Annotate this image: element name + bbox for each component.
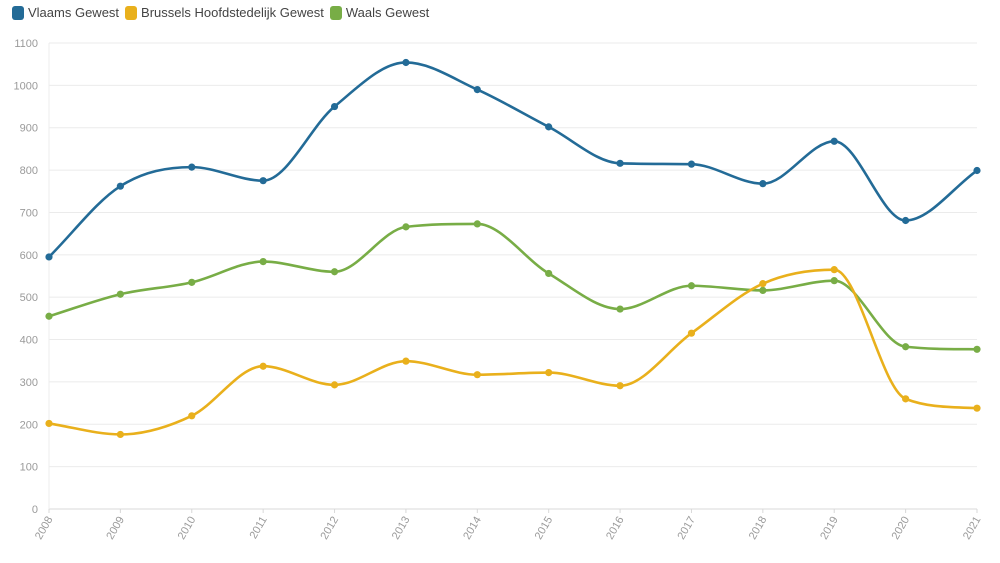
data-point-s1-2015 (545, 368, 553, 377)
data-point-s2-2010 (188, 278, 196, 286)
legend-swatch-brussels (125, 5, 138, 20)
data-point-s2-2009 (116, 290, 124, 298)
data-point-s1-2011 (259, 362, 267, 370)
x-tick-label: 2021 (961, 515, 984, 542)
series-line-2 (47, 222, 979, 351)
y-tick-label: 200 (20, 419, 38, 431)
x-tick-label: 2013 (390, 515, 413, 542)
data-point-s1-2021 (973, 404, 981, 412)
legend-swatch-vlaams (12, 5, 24, 20)
x-tick-label: 2012 (319, 515, 342, 542)
data-point-s2-2014 (473, 220, 481, 228)
data-point-s0-2020 (902, 216, 910, 225)
y-tick-label: 300 (20, 377, 38, 389)
y-tick-label: 800 (20, 165, 38, 177)
x-tick-label: 2009 (104, 515, 127, 542)
y-tick-label: 0 (32, 504, 38, 516)
y-tick-label: 500 (20, 292, 38, 304)
y-tick-label: 100 (20, 462, 38, 474)
data-point-s0-2011 (259, 177, 267, 185)
data-point-s2-2011 (259, 257, 267, 266)
series-line-0 (47, 61, 979, 259)
data-point-s0-2017 (687, 160, 696, 168)
y-tick-label: 1100 (14, 38, 38, 50)
y-tick-label: 400 (20, 335, 38, 347)
x-tick-label: 2010 (176, 515, 199, 542)
y-tick-label: 1000 (14, 80, 38, 92)
y-tick-label: 700 (20, 207, 38, 219)
data-point-s2-2021 (973, 345, 981, 353)
x-tick-label: 2020 (890, 515, 913, 542)
data-point-s0-2014 (473, 86, 481, 94)
legend-item-brussels[interactable]: Brussels Hoofdstedelijk Gewest (125, 5, 324, 20)
legend: Vlaams Gewest Brussels Hoofdstedelijk Ge… (12, 5, 431, 20)
x-tick-label: 2008 (33, 515, 56, 542)
legend-item-vlaams[interactable]: Vlaams Gewest (12, 5, 119, 20)
legend-item-waals[interactable]: Waals Gewest (329, 5, 430, 20)
legend-label-brussels: Brussels Hoofdstedelijk Gewest (141, 5, 324, 20)
x-tick-label: 2016 (604, 515, 627, 542)
data-point-s1-2016 (616, 382, 624, 390)
data-point-s1-2020 (902, 395, 910, 403)
legend-label-waals: Waals Gewest (345, 5, 430, 20)
data-point-s2-2012 (330, 268, 339, 276)
data-point-s0-2012 (330, 102, 339, 111)
x-tick-label: 2018 (747, 515, 770, 542)
data-point-s0-2019 (830, 137, 838, 145)
y-tick-label: 600 (20, 250, 38, 262)
y-tick-label: 900 (20, 123, 38, 135)
data-point-s1-2008 (45, 419, 53, 428)
data-point-s0-2015 (545, 123, 553, 131)
x-tick-label: 2011 (248, 515, 270, 541)
data-point-s0-2009 (116, 182, 124, 190)
legend-label-vlaams: Vlaams Gewest (28, 5, 120, 20)
data-point-s1-2017 (687, 329, 696, 337)
x-tick-label: 2015 (533, 515, 556, 542)
data-point-s2-2017 (687, 282, 696, 290)
data-point-s1-2018 (759, 280, 767, 288)
data-point-s0-2018 (759, 180, 767, 188)
data-point-s2-2020 (902, 343, 910, 351)
data-point-s1-2010 (188, 412, 196, 420)
data-point-s2-2018 (759, 286, 767, 295)
x-tick-label: 2017 (675, 515, 698, 542)
data-point-s2-2015 (545, 269, 553, 278)
data-point-s2-2016 (616, 305, 624, 313)
data-point-s1-2009 (116, 430, 124, 439)
legend-swatch-waals (329, 5, 342, 20)
series-line-1 (47, 268, 979, 436)
data-point-s0-2010 (188, 163, 196, 171)
data-point-s0-2021 (973, 166, 981, 175)
data-point-s1-2012 (330, 381, 339, 389)
data-point-s2-2008 (45, 312, 53, 320)
x-tick-label: 2019 (818, 515, 841, 542)
data-point-s0-2008 (45, 253, 53, 261)
x-tick-label: 2014 (461, 515, 484, 542)
data-point-s1-2013 (402, 357, 410, 365)
data-point-s0-2013 (402, 58, 410, 67)
data-point-s1-2019 (830, 266, 838, 274)
data-point-s0-2016 (616, 159, 624, 167)
data-point-s2-2013 (402, 223, 410, 231)
data-point-s1-2014 (473, 371, 481, 379)
data-point-s2-2019 (830, 277, 838, 285)
